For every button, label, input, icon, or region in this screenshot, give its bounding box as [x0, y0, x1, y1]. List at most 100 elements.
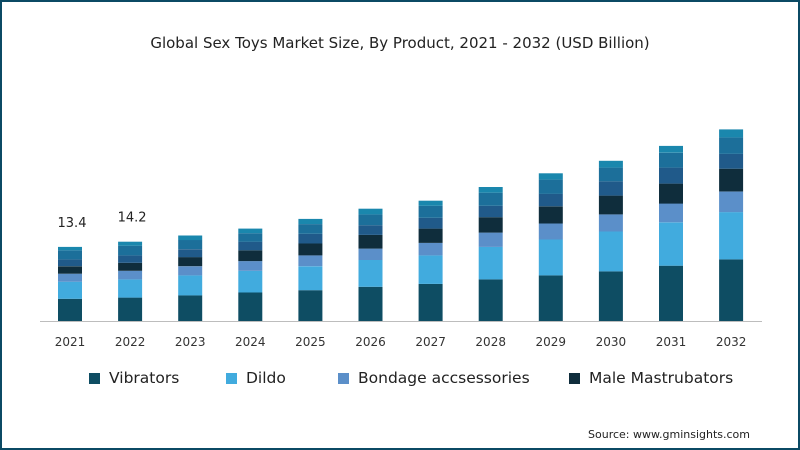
x-tick-label-2028: 2028 [475, 335, 506, 349]
bar-segment-2024-s3 [238, 250, 263, 262]
bar-segment-2030-s4 [598, 181, 623, 196]
legend-item-male-masturbators: Male Mastrubators [569, 369, 733, 387]
legend-swatch-male-masturbators [569, 372, 580, 384]
bar-segment-2024-s2 [238, 261, 263, 271]
source-text: Source: www.gminsights.com [588, 428, 750, 441]
bar-segment-2031-s5 [659, 152, 683, 168]
bar-segment-2028-s1 [478, 246, 503, 280]
bar-segment-2022-s2 [118, 270, 143, 280]
x-tick-label-2032: 2032 [716, 335, 747, 349]
bar-segment-2023-s6 [178, 235, 203, 241]
bar-segment-2032-s1 [719, 212, 744, 260]
bar-segment-2022-s0 [118, 297, 143, 321]
bar-segment-2031-s6 [659, 145, 683, 153]
bar-segment-2024-s5 [238, 233, 263, 242]
bar-segment-2027-s5 [418, 205, 443, 218]
bar-segment-2027-s2 [418, 242, 443, 256]
bar-segment-2032-s3 [719, 168, 744, 192]
bar-segment-2027-s0 [418, 283, 443, 321]
x-tick-label-2025: 2025 [295, 335, 326, 349]
bar-segment-2030-s2 [598, 214, 623, 232]
bar-segment-2023-s4 [178, 249, 203, 258]
bar-segment-2026-s1 [358, 260, 383, 287]
bar-segment-2032-s6 [719, 129, 744, 138]
bar-segment-2031-s4 [659, 167, 683, 184]
legend-label-vibrators: Vibrators [109, 369, 180, 387]
data-label-2022: 14.2 [118, 211, 147, 226]
bar-segment-2032-s5 [719, 137, 744, 154]
bar-segment-2025-s0 [298, 290, 323, 321]
bar-segment-2027-s3 [418, 228, 443, 243]
x-tick-label-2030: 2030 [596, 335, 627, 349]
x-tick-label-2022: 2022 [115, 335, 146, 349]
bar-segment-2026-s4 [358, 225, 383, 235]
bar-segment-2025-s1 [298, 266, 323, 291]
x-tick-label-2021: 2021 [55, 335, 86, 349]
bar-segment-2029-s4 [538, 193, 563, 207]
bar-segment-2025-s6 [298, 218, 323, 224]
bar-segment-2024-s6 [238, 228, 263, 234]
x-tick-label-2029: 2029 [536, 335, 567, 349]
bar-segment-2021-s0 [58, 298, 82, 321]
bar-segment-2027-s6 [418, 200, 443, 206]
bar-segment-2022-s3 [118, 262, 143, 271]
bar-segment-2028-s6 [478, 187, 503, 193]
bar-segment-2028-s0 [478, 279, 503, 321]
bar-segment-2031-s2 [659, 203, 683, 223]
bar-segment-2025-s2 [298, 255, 323, 267]
bar-segment-2021-s3 [58, 266, 82, 274]
x-tick-label-2026: 2026 [355, 335, 386, 349]
bar-segment-2026-s3 [358, 234, 383, 249]
bar-segment-2029-s2 [538, 223, 563, 240]
bar-segment-2029-s1 [538, 239, 563, 276]
bar-segment-2030-s6 [598, 160, 623, 168]
bar-segment-2030-s1 [598, 231, 623, 272]
bar-segment-2026-s2 [358, 248, 383, 260]
chart-title: Global Sex Toys Market Size, By Product,… [150, 34, 650, 52]
bar-segment-2026-s0 [358, 286, 383, 321]
bar-segment-2023-s2 [178, 266, 203, 276]
bar-segment-2030-s3 [598, 195, 623, 215]
bar-segment-2031-s1 [659, 222, 683, 266]
bar-segment-2021-s6 [58, 246, 82, 251]
bar-segment-2025-s5 [298, 224, 323, 234]
bar-segment-2021-s4 [58, 259, 82, 267]
bar-segment-2029-s5 [538, 179, 563, 194]
legend-label-male-masturbators: Male Mastrubators [589, 369, 734, 387]
bar-segment-2030-s5 [598, 167, 623, 182]
bar-segment-2021-s5 [58, 250, 82, 260]
bar-segment-2031-s0 [659, 265, 683, 321]
bar-segment-2023-s3 [178, 257, 203, 267]
legend-swatch-dildo [226, 372, 237, 384]
bar-segment-2027-s4 [418, 217, 443, 229]
bar-segment-2021-s1 [58, 281, 82, 299]
bar-segment-2022-s6 [118, 241, 143, 246]
bar-segment-2032-s4 [719, 153, 744, 169]
bar-segment-2027-s1 [418, 255, 443, 284]
legend-label-bondage-accessories: Bondage accsessories [358, 369, 530, 387]
bar-segment-2021-s2 [58, 273, 82, 282]
bar-segment-2022-s4 [118, 255, 143, 263]
legend-item-dildo: Dildo [226, 369, 286, 387]
bar-segment-2023-s5 [178, 240, 203, 250]
legend-swatch-bondage-accessories [338, 372, 349, 384]
bar-segment-2024-s1 [238, 270, 263, 293]
bar-segment-2025-s3 [298, 243, 323, 256]
x-tick-label-2027: 2027 [415, 335, 446, 349]
legend-swatch-vibrators [89, 372, 100, 384]
bar-segment-2025-s4 [298, 233, 323, 244]
bar-segment-2029-s3 [538, 206, 563, 224]
bar-segment-2032-s2 [719, 191, 744, 213]
legend-item-vibrators: Vibrators [89, 369, 179, 387]
bar-segment-2028-s2 [478, 232, 503, 247]
bar-segment-2029-s6 [538, 173, 563, 180]
data-label-2021: 13.4 [58, 216, 87, 231]
bar-segment-2028-s3 [478, 217, 503, 233]
bar-segment-2028-s4 [478, 205, 503, 218]
bar-segment-2022-s5 [118, 245, 143, 256]
bar-segment-2023-s0 [178, 295, 203, 321]
bar-segment-2026-s6 [358, 208, 383, 215]
bar-segment-2026-s5 [358, 214, 383, 226]
